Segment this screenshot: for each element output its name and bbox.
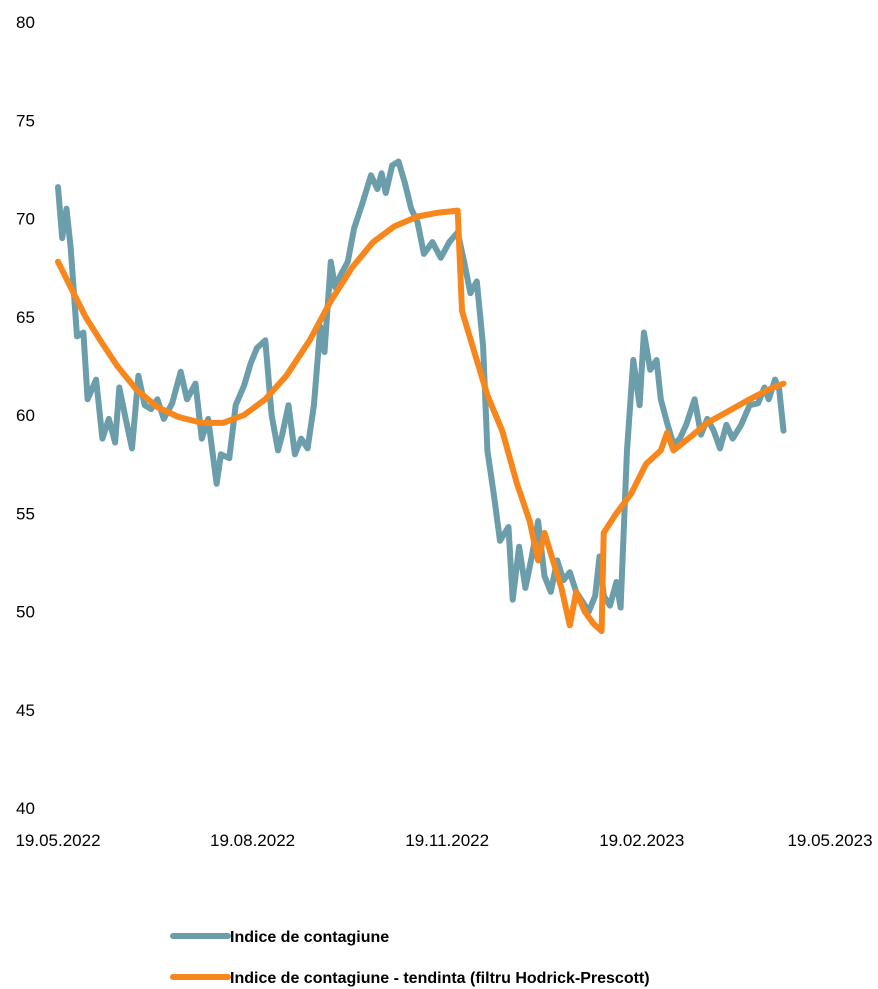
legend: Indice de contagiune Indice de contagiune… (170, 929, 650, 987)
legend-label-2: Indice de contagiune - tendinta (filtru … (230, 970, 650, 987)
y-tick-label: 80 (16, 13, 35, 32)
y-tick-label: 65 (16, 308, 35, 327)
y-tick-label: 75 (16, 111, 35, 130)
y-tick-label: 55 (16, 504, 35, 523)
y-tick-label: 60 (16, 406, 35, 425)
x-tick-label: 19.11.2022 (405, 831, 489, 850)
y-tick-label: 70 (16, 210, 35, 229)
x-tick-label: 19.08.2022 (210, 831, 295, 850)
x-axis-ticks: 19.05.2022 19.08.2022 19.11.2022 19.02.2023… (15, 831, 872, 850)
y-tick-label: 40 (16, 799, 35, 818)
legend-label-1: Indice de contagiune (230, 929, 389, 946)
x-tick-label: 19.05.2023 (787, 831, 872, 850)
y-tick-label: 45 (16, 701, 35, 720)
series-line-1 (55, 158, 787, 615)
y-tick-label: 50 (16, 603, 35, 622)
y-axis-ticks: 40 45 50 55 60 65 70 75 80 (16, 13, 35, 818)
x-tick-label: 19.05.2022 (15, 831, 100, 850)
x-tick-label: 19.02.2023 (599, 831, 684, 850)
series-line-2 (55, 207, 787, 635)
series-lines (55, 158, 787, 635)
